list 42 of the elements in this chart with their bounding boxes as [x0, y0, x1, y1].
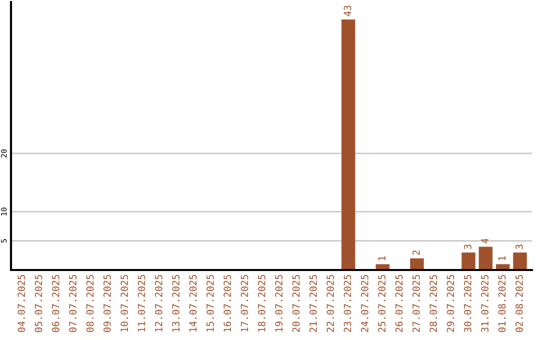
x-tick-label: 15.07.2025 [206, 274, 214, 332]
x-tick-label: 23.07.2025 [344, 274, 352, 332]
x-tick-label: 18.07.2025 [258, 274, 266, 332]
data-label: 1 [378, 256, 386, 260]
x-tick-label: 19.07.2025 [275, 274, 282, 332]
x-tick-label: 10.07.2025 [120, 274, 128, 332]
x-tick-label: 08.07.2025 [86, 274, 94, 332]
x-tick-label: 12.07.2025 [154, 274, 162, 332]
data-label: 1 [498, 256, 506, 260]
x-tick-label: 05.07.2025 [34, 274, 42, 332]
x-tick-label: 21.07.2025 [309, 274, 317, 332]
x-tick-label: 22.07.2025 [326, 274, 334, 332]
data-label: 2 [412, 250, 420, 255]
x-tick-label: 29.07.2025 [446, 274, 454, 332]
x-tick-label: 13.07.2025 [172, 274, 180, 332]
bar [410, 258, 424, 270]
bar [341, 19, 356, 270]
x-tick-label: 11.07.2025 [138, 274, 146, 332]
x-tick-label: 27.07.2025 [412, 274, 420, 332]
data-label: 43 [344, 6, 352, 16]
x-tick-label: 16.07.2025 [224, 274, 231, 332]
x-tick-label: 17.07.2025 [240, 274, 248, 332]
x-tick-label: 20.07.2025 [292, 274, 300, 332]
x-tick-label: 24.07.2025 [360, 274, 368, 332]
data-label: 3 [464, 244, 472, 250]
x-tick-label: 06.07.2025 [52, 274, 60, 332]
x-tick-label: 26.07.2025 [395, 274, 403, 332]
x-tick-label: 31.07.2025 [481, 274, 488, 332]
x-tick-label: 25.07.2025 [378, 274, 386, 332]
bar [478, 246, 493, 270]
x-tick-label: 04.07.2025 [18, 274, 26, 332]
x-tick-label: 07.07.2025 [69, 274, 77, 332]
bar [462, 252, 476, 270]
x-tick-label: 09.07.2025 [103, 274, 111, 332]
data-label: 4 [481, 238, 488, 244]
x-tick-label: 30.07.2025 [464, 274, 472, 332]
x-tick-label: 28.07.2025 [430, 274, 437, 332]
bar [513, 252, 527, 270]
x-tick-label: 02.08.2025 [515, 274, 523, 332]
x-tick-label: 14.07.2025 [189, 274, 197, 332]
data-label: 3 [515, 244, 523, 250]
x-tick-label: 01.08.2025 [498, 274, 506, 332]
